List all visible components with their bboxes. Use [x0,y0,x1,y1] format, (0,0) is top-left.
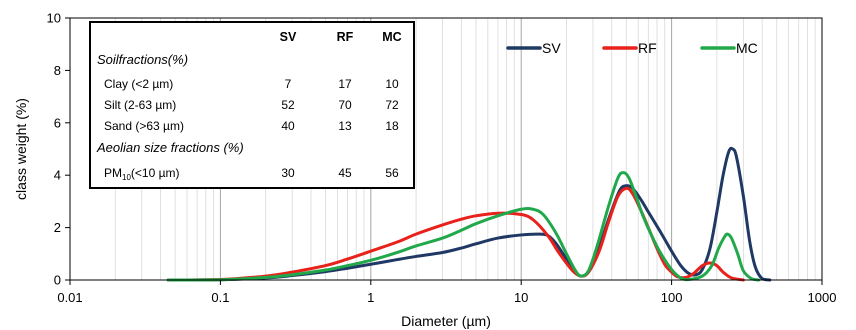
table-row-label: Silt (2-63 µm) [104,98,176,112]
series-layer [166,146,772,282]
x-tick-label: 0.1 [211,290,229,305]
x-tick-label: 10 [514,290,528,305]
x-tick-label: 0.01 [57,290,82,305]
pm-label-sub: 10 [122,173,131,182]
y-tick-label: 10 [47,11,61,26]
table-cell: 70 [338,98,352,112]
y-tick-label: 8 [54,63,61,78]
plot-frame [69,17,823,281]
legend-label-rf: RF [638,40,657,56]
table-cell: 40 [281,119,295,133]
table-column-header: MC [382,30,401,44]
y-tick-label: 6 [54,115,61,130]
table-cell: 56 [385,166,399,180]
series-line-mc [166,171,761,282]
legend: SV RF MC [506,40,758,56]
x-tick-label: 1 [367,290,374,305]
table-section-title: Soilfractions(%) [97,52,188,67]
tick-labels: 0 2 4 6 8 10 0.01 0.1 1 10 100 1000 Diameter (µm) cla… [13,11,836,330]
table-row-label: PM10(<10 µm) [104,166,180,182]
y-tick-label: 0 [54,273,61,288]
table-cell: 13 [338,119,352,133]
pm-label-main: PM [104,166,122,180]
pm-label-rest: (<10 µm) [131,166,180,180]
table-cell: 7 [285,77,292,91]
table-section-title: Aeolian size fractions (%) [96,140,244,155]
inset-table: SV RF MC Soilfractions(%) Clay (<2 µm) 7 17 10 S… [89,21,415,189]
table-cell: 52 [281,98,295,112]
table-cell: 30 [281,166,295,180]
table-cell: 10 [385,77,399,91]
table-cell: 17 [338,77,352,91]
legend-label-mc: MC [736,40,758,56]
table-row-label: Sand (>63 µm) [104,119,184,133]
y-tick-label: 2 [54,220,61,235]
legend-label-sv: SV [542,40,561,56]
x-tick-label: 100 [661,290,683,305]
inset-table-box [89,21,415,189]
table-column-header: SV [280,30,297,44]
table-column-header: RF [337,30,354,44]
table-cell: 72 [385,98,399,112]
table-row-label: Clay (<2 µm) [104,77,173,91]
x-axis-title: Diameter (µm) [401,313,491,329]
table-cell: 45 [338,166,352,180]
x-tick-label: 1000 [808,290,837,305]
y-tick-label: 4 [54,168,61,183]
axes [65,17,823,285]
table-cell: 18 [385,119,399,133]
y-axis-title: class weight (%) [13,98,29,200]
